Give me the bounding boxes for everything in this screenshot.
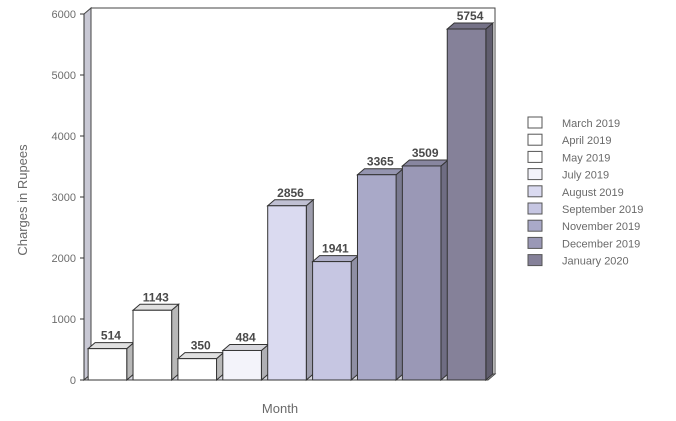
bar-value-label: 5754 bbox=[457, 9, 484, 23]
bar-top bbox=[131, 303, 180, 311]
y-tick-label: 6000 bbox=[52, 9, 76, 21]
bar-front bbox=[177, 358, 218, 381]
bar bbox=[356, 167, 405, 382]
bar-front bbox=[401, 165, 442, 381]
y-tick-label: 0 bbox=[70, 375, 76, 387]
legend-entry: July 2019 bbox=[562, 170, 609, 182]
legend-swatch bbox=[527, 116, 543, 129]
legend-entry: September 2019 bbox=[562, 204, 643, 216]
bar-value-label: 514 bbox=[101, 329, 121, 343]
bar bbox=[131, 303, 180, 382]
legend-entry: November 2019 bbox=[562, 221, 640, 233]
bar-labels: 514 1143 350 484 2856 1941 3365 3509 5754 bbox=[101, 9, 484, 353]
legend-swatch bbox=[527, 168, 543, 181]
legend-swatch bbox=[527, 133, 543, 146]
legend-swatch bbox=[527, 219, 543, 232]
y-tick-label: 5000 bbox=[52, 70, 76, 82]
bars bbox=[86, 21, 495, 382]
bar-value-label: 1941 bbox=[322, 242, 349, 256]
legend-swatch bbox=[527, 150, 543, 163]
bar-front bbox=[222, 349, 262, 381]
legend-swatch bbox=[527, 236, 543, 249]
legend-swatch bbox=[527, 202, 543, 215]
bar-front bbox=[312, 261, 352, 381]
bar-top bbox=[86, 342, 136, 350]
y-tick-label: 1000 bbox=[52, 314, 76, 326]
y-tick-label: 4000 bbox=[52, 131, 76, 143]
bar-value-label: 3509 bbox=[412, 146, 439, 160]
bar bbox=[266, 198, 315, 382]
bar-front bbox=[446, 28, 487, 381]
bar-top bbox=[401, 159, 450, 167]
bar bbox=[445, 21, 495, 382]
y-axis: 0 1000 2000 3000 4000 5000 6000 bbox=[52, 9, 85, 387]
bar-front bbox=[356, 174, 397, 381]
bar-top bbox=[311, 255, 360, 263]
bar-side bbox=[485, 21, 494, 382]
bar-value-label: 2856 bbox=[277, 186, 304, 200]
bar-top bbox=[176, 352, 225, 360]
legend-entry: August 2019 bbox=[562, 187, 624, 199]
legend-swatch bbox=[527, 185, 543, 198]
bar-front bbox=[267, 205, 307, 381]
bar-front bbox=[132, 309, 173, 381]
legend-entry: January 2020 bbox=[562, 256, 629, 268]
bar bbox=[401, 158, 450, 382]
legend: March 2019 April 2019 May 2019 July 2019 Aug… bbox=[527, 116, 643, 268]
legend-entry: May 2019 bbox=[562, 152, 610, 164]
bar bbox=[311, 254, 360, 382]
legend-entry: April 2019 bbox=[562, 135, 612, 147]
bar bbox=[176, 351, 225, 382]
y-tick-label: 2000 bbox=[52, 253, 76, 265]
legend-swatch bbox=[527, 254, 543, 267]
bar-top bbox=[445, 22, 495, 30]
bar-value-label: 1143 bbox=[143, 290, 169, 304]
bar-value-label: 3365 bbox=[367, 155, 394, 169]
bar bbox=[86, 341, 136, 382]
bar-top bbox=[221, 343, 270, 351]
legend-entry: March 2019 bbox=[562, 118, 620, 130]
bar-top bbox=[266, 199, 315, 207]
bar-value-label: 350 bbox=[191, 339, 211, 353]
bar-front bbox=[87, 348, 128, 381]
bar-value-label: 484 bbox=[236, 330, 256, 344]
y-tick-label: 3000 bbox=[52, 192, 76, 204]
x-axis-title: Month bbox=[262, 401, 298, 416]
bar bbox=[221, 343, 270, 382]
plot-side-wall bbox=[83, 6, 92, 382]
legend-entry: December 2019 bbox=[562, 238, 640, 250]
bar-top bbox=[356, 168, 405, 176]
y-axis-title: Charges in Rupees bbox=[15, 144, 30, 256]
